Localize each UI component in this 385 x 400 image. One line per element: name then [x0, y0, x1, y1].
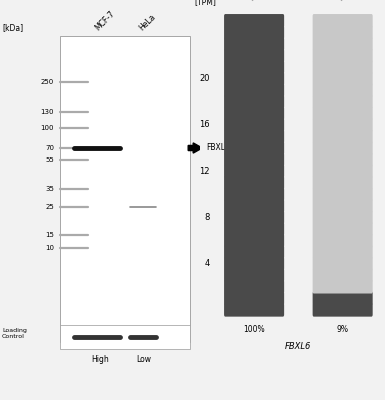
FancyBboxPatch shape: [224, 176, 284, 190]
FancyBboxPatch shape: [313, 292, 373, 305]
FancyBboxPatch shape: [313, 210, 373, 224]
Text: 15: 15: [45, 232, 54, 238]
FancyBboxPatch shape: [313, 118, 373, 132]
FancyBboxPatch shape: [224, 257, 284, 270]
FancyBboxPatch shape: [313, 83, 373, 97]
FancyBboxPatch shape: [224, 60, 284, 74]
Text: High: High: [91, 355, 109, 364]
FancyBboxPatch shape: [313, 199, 373, 213]
Text: FBXL6: FBXL6: [206, 144, 230, 152]
FancyBboxPatch shape: [313, 164, 373, 178]
FancyBboxPatch shape: [224, 303, 284, 317]
FancyBboxPatch shape: [313, 49, 373, 62]
Text: HeLa: HeLa: [138, 12, 158, 32]
FancyBboxPatch shape: [224, 37, 284, 51]
FancyBboxPatch shape: [313, 106, 373, 120]
FancyBboxPatch shape: [313, 37, 373, 51]
FancyBboxPatch shape: [313, 14, 373, 28]
Text: 10: 10: [45, 245, 54, 251]
Text: 250: 250: [41, 79, 54, 85]
FancyBboxPatch shape: [224, 268, 284, 282]
Text: 16: 16: [199, 120, 210, 129]
FancyBboxPatch shape: [60, 325, 190, 348]
Text: RNA
[TPM]: RNA [TPM]: [194, 0, 216, 6]
FancyBboxPatch shape: [313, 141, 373, 155]
Text: 100: 100: [40, 125, 54, 130]
FancyBboxPatch shape: [313, 153, 373, 166]
FancyBboxPatch shape: [313, 188, 373, 201]
Text: 55: 55: [45, 157, 54, 163]
FancyBboxPatch shape: [224, 118, 284, 132]
Text: 8: 8: [204, 213, 210, 222]
FancyArrow shape: [188, 143, 202, 153]
FancyBboxPatch shape: [224, 234, 284, 247]
Text: 20: 20: [199, 74, 210, 83]
Text: HeLa: HeLa: [336, 0, 357, 2]
FancyBboxPatch shape: [313, 130, 373, 143]
FancyBboxPatch shape: [60, 36, 190, 342]
Text: FBXL6: FBXL6: [285, 342, 311, 351]
FancyBboxPatch shape: [224, 106, 284, 120]
Text: MCF-7: MCF-7: [94, 9, 117, 32]
Text: MCF-7: MCF-7: [248, 0, 271, 2]
FancyBboxPatch shape: [313, 222, 373, 236]
Text: 9%: 9%: [336, 325, 349, 334]
FancyBboxPatch shape: [313, 95, 373, 108]
FancyBboxPatch shape: [313, 303, 373, 317]
FancyBboxPatch shape: [224, 188, 284, 201]
Text: 25: 25: [45, 204, 54, 210]
FancyBboxPatch shape: [224, 153, 284, 166]
FancyBboxPatch shape: [313, 176, 373, 190]
Text: 100%: 100%: [243, 325, 265, 334]
FancyBboxPatch shape: [224, 72, 284, 86]
FancyBboxPatch shape: [313, 268, 373, 282]
FancyBboxPatch shape: [224, 130, 284, 143]
FancyBboxPatch shape: [224, 280, 284, 294]
Text: [kDa]: [kDa]: [2, 24, 23, 32]
Text: Low: Low: [137, 355, 152, 364]
FancyBboxPatch shape: [224, 210, 284, 224]
Text: Loading
Control: Loading Control: [2, 328, 27, 339]
FancyBboxPatch shape: [224, 292, 284, 305]
FancyBboxPatch shape: [224, 141, 284, 155]
FancyBboxPatch shape: [224, 95, 284, 108]
FancyBboxPatch shape: [224, 164, 284, 178]
FancyBboxPatch shape: [313, 60, 373, 74]
FancyBboxPatch shape: [313, 72, 373, 86]
Text: 4: 4: [204, 259, 210, 268]
FancyBboxPatch shape: [224, 26, 284, 39]
FancyBboxPatch shape: [313, 26, 373, 39]
Text: 12: 12: [199, 167, 210, 176]
FancyBboxPatch shape: [313, 245, 373, 259]
FancyBboxPatch shape: [313, 257, 373, 270]
FancyBboxPatch shape: [224, 245, 284, 259]
FancyBboxPatch shape: [313, 234, 373, 247]
Text: 130: 130: [40, 109, 54, 115]
FancyBboxPatch shape: [224, 199, 284, 213]
FancyBboxPatch shape: [224, 14, 284, 28]
Text: 70: 70: [45, 145, 54, 151]
FancyBboxPatch shape: [313, 280, 373, 294]
FancyBboxPatch shape: [224, 49, 284, 62]
Text: 35: 35: [45, 186, 54, 192]
FancyBboxPatch shape: [224, 83, 284, 97]
FancyBboxPatch shape: [224, 222, 284, 236]
